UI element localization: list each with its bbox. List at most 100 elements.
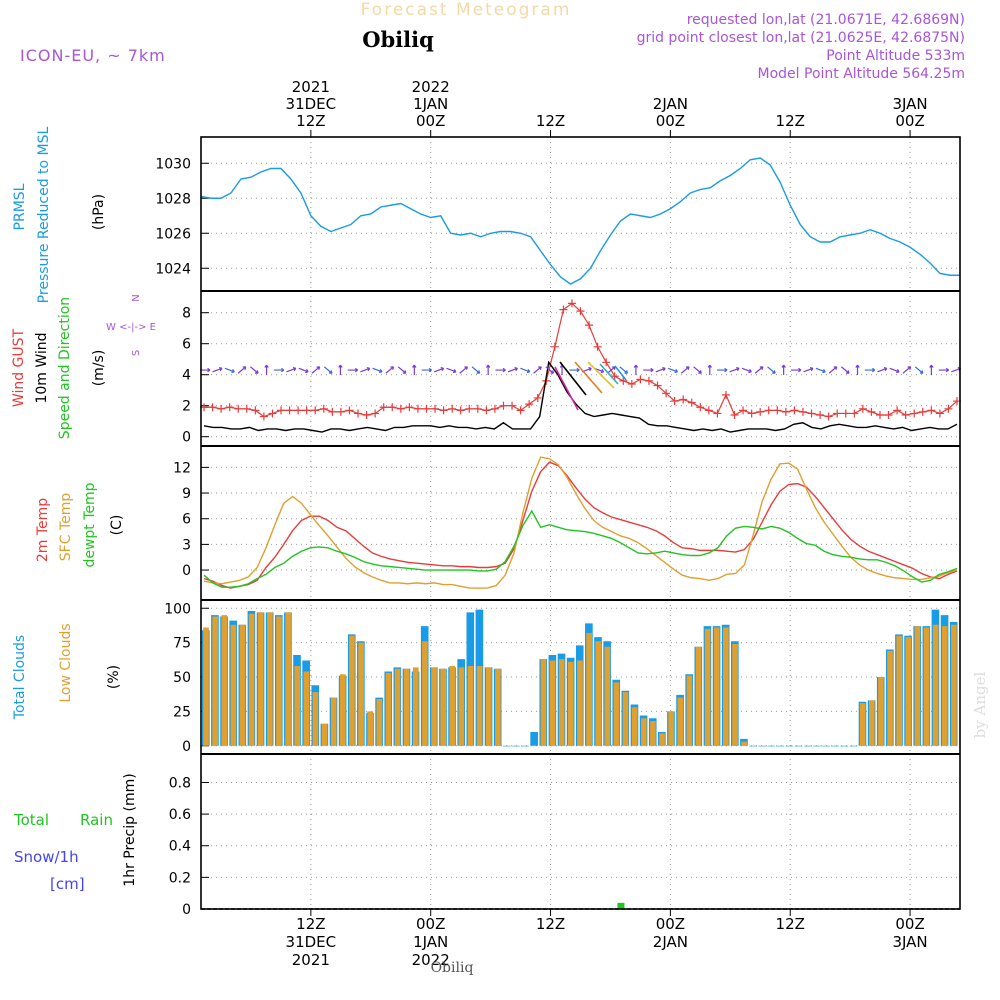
gust-point [687,398,696,407]
gust-point [473,404,482,413]
wind-direction-arrow [298,367,309,374]
total-cloud-bar [502,745,511,747]
wind-direction-arrow [459,366,468,374]
low-cloud-bar [686,675,693,746]
top-time-label: 2JAN [653,95,688,113]
clouds-ytick-label: 25 [173,704,191,720]
low-cloud-bar [358,642,364,746]
top-time-label: 00Z [895,112,924,130]
gust-point [850,409,859,418]
wind-direction-arrow [643,367,654,373]
low-cloud-bar [203,627,209,746]
temperature-panel: 0 3 6 9 12 [173,446,960,600]
wind-direction-arrow-strong [614,365,627,381]
gust-point [739,406,748,415]
low-cloud-bar [568,661,574,746]
gust-point [242,404,251,413]
total-cloud-bar [512,745,520,747]
wind-direction-arrow [667,367,679,374]
wind-direction-arrow [569,367,580,373]
wind-ytick-label: 4 [182,368,191,384]
model-name: ICON-EU, ~ 7km [20,46,166,65]
gust-point [413,404,422,413]
gust-point [490,404,499,413]
clouds-ytick-label: 100 [164,601,191,617]
gust-point [867,407,876,416]
total-cloud-bar [749,745,757,747]
wind-ytick-label: 2 [182,399,191,415]
wind-direction-arrow [902,366,912,374]
legend-snow-unit: [cm] [50,875,85,893]
wind-direction-arrow [707,364,712,376]
top-time-label: 3JAN [892,95,927,113]
sfc-label: SFC Temp [58,493,74,562]
low-cloud-bar [422,641,428,746]
gust-point [910,409,919,418]
gust-point [781,407,790,416]
bottom-time-label: 2021 [292,951,330,969]
gust-point [893,406,902,415]
dewpt-line [203,509,958,588]
total-cloud-bar [530,732,538,746]
wind-direction-arrow [446,367,457,374]
gust-point [764,406,773,415]
gust-point [627,380,636,388]
low-cloud-bar [896,635,902,746]
gust-point [644,376,653,385]
wind-direction-arrow [619,366,628,374]
low-cloud-bar [330,697,337,746]
bottom-time-label: 00Z [895,915,924,933]
gust-point [619,376,628,385]
model-altitude: Model Point Altitude 564.25m [758,66,965,82]
dewpt-label: dewpt Temp [82,482,98,567]
low-cloud-bar [440,668,446,746]
gust-line [204,302,958,418]
low-cloud-bar [951,624,957,746]
wind-direction-arrow [828,366,838,374]
t2m-line [203,461,958,589]
gust-point [824,412,833,421]
gust-point [396,404,405,413]
gust-point [550,342,559,351]
point-altitude: Point Altitude 533m [826,48,965,64]
pressure-ytick-label: 1024 [155,261,191,277]
wind-direction-arrow [877,367,888,373]
total-clouds-label: Total Clouds [12,635,28,720]
gust-label: Wind GUST [11,328,27,407]
gust-point [576,307,585,316]
low-cloud-bar [449,666,456,746]
low-cloud-bar [239,624,246,746]
low-cloud-bar [267,612,273,746]
total-cloud-bar [849,745,858,747]
low-cloud-bar [349,635,355,746]
wind-direction-arrow [495,367,506,373]
gust-point [345,406,354,415]
gust-point [901,411,910,419]
gust-point [465,404,474,413]
wind-direction-arrow [545,366,555,374]
bottom-time-label: 00Z [656,915,685,933]
gust-point [533,393,542,402]
low-cloud-bar [495,668,501,746]
clouds-ytick-label: 50 [173,670,191,686]
gust-point [790,406,799,415]
wind-direction-arrow [347,367,359,373]
top-time-label: 12Z [296,112,325,130]
top-time-label: 00Z [656,112,685,130]
wind-direction-arrow [717,367,728,373]
wind-direction-arrow [311,366,321,374]
low-cloud-bar [732,644,738,746]
grid-point-coordinates: grid point closest lon,lat (21.0625E, 42… [637,30,965,46]
low-cloud-bar [212,616,218,746]
total-cloud-bar [803,745,812,747]
low-cloud-bar [586,633,592,746]
gust-point [268,409,277,418]
bottom-time-label: 31DEC [286,933,337,951]
gust-point [653,381,662,390]
compass-west-east: W <-|-> E [106,322,156,333]
gust-point [259,412,268,421]
gust-point [431,404,440,413]
low-cloud-bar [659,733,665,746]
gust-point [311,406,320,415]
